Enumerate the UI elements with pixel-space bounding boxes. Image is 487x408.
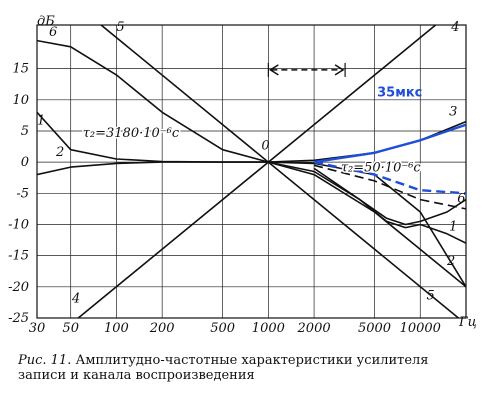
series-line-aux-6 [37,111,269,163]
caption-text: Амплитудно-частотные характеристики усил… [18,353,429,383]
annotation-label: 6 [457,192,465,207]
series-line-aux-10 [313,160,466,195]
y-tick-label: 0 [21,155,29,170]
series-line-3 [268,120,466,163]
annotation-label: 1 [37,114,45,129]
y-tick-label: 10 [12,93,29,108]
x-tick-label: 50 [62,321,79,336]
x-tick-label: 5000 [358,321,391,336]
x-tick-label: 500 [210,321,235,336]
annotation-label: 6 [49,25,57,40]
annotation-label: τ₂=3180·10⁻⁶c [83,126,180,141]
annotation-label: 4 [450,20,459,35]
x-tick-label: 100 [104,321,129,336]
annotation-label: дБ [37,14,55,29]
y-tick-label: -5 [16,186,29,201]
annotation-label: Гц [458,315,477,330]
x-tick-label: 10000 [400,321,441,336]
x-tick-label: 30 [29,321,46,336]
figure-caption: Рис. 11. Амплитудно-частотные характерис… [18,353,478,383]
annotation-label: 1 [449,220,457,235]
x-tick-label: 200 [149,321,175,336]
arrow-head-left [268,64,279,76]
series-line-aux-9 [313,123,466,164]
y-tick-label: -10 [8,217,29,232]
x-tick-label: 2000 [297,321,331,336]
annotation-label: 0 [261,139,269,154]
y-tick-label: -25 [8,311,29,326]
y-tick-label: 5 [21,124,29,139]
annotation-label: 4 [71,291,80,306]
series-group [37,25,466,318]
y-tick-label: -20 [8,280,29,295]
y-tick-label: 15 [12,62,29,77]
annotation-label: 5 [427,288,435,303]
series-line-aux-7 [313,167,466,226]
x-tick-label: 1000 [252,321,285,336]
series-line-6 [37,39,466,288]
caption-label: Рис. 11. [18,353,72,368]
arrow-head-right [334,64,345,76]
series-line-aux-8 [313,164,466,210]
annotation-label: 35мкс [377,86,422,101]
plot-frame [36,24,467,319]
annotation-label: 2 [55,145,64,160]
annotation-label: 5 [116,20,124,35]
y-tick-label: -15 [8,249,29,264]
annotation-label: 2 [446,254,455,269]
annotation-label: τ₂=50·10⁻⁶c [341,161,422,176]
series-line-1 [268,161,466,244]
annotation-label: 3 [449,104,457,119]
